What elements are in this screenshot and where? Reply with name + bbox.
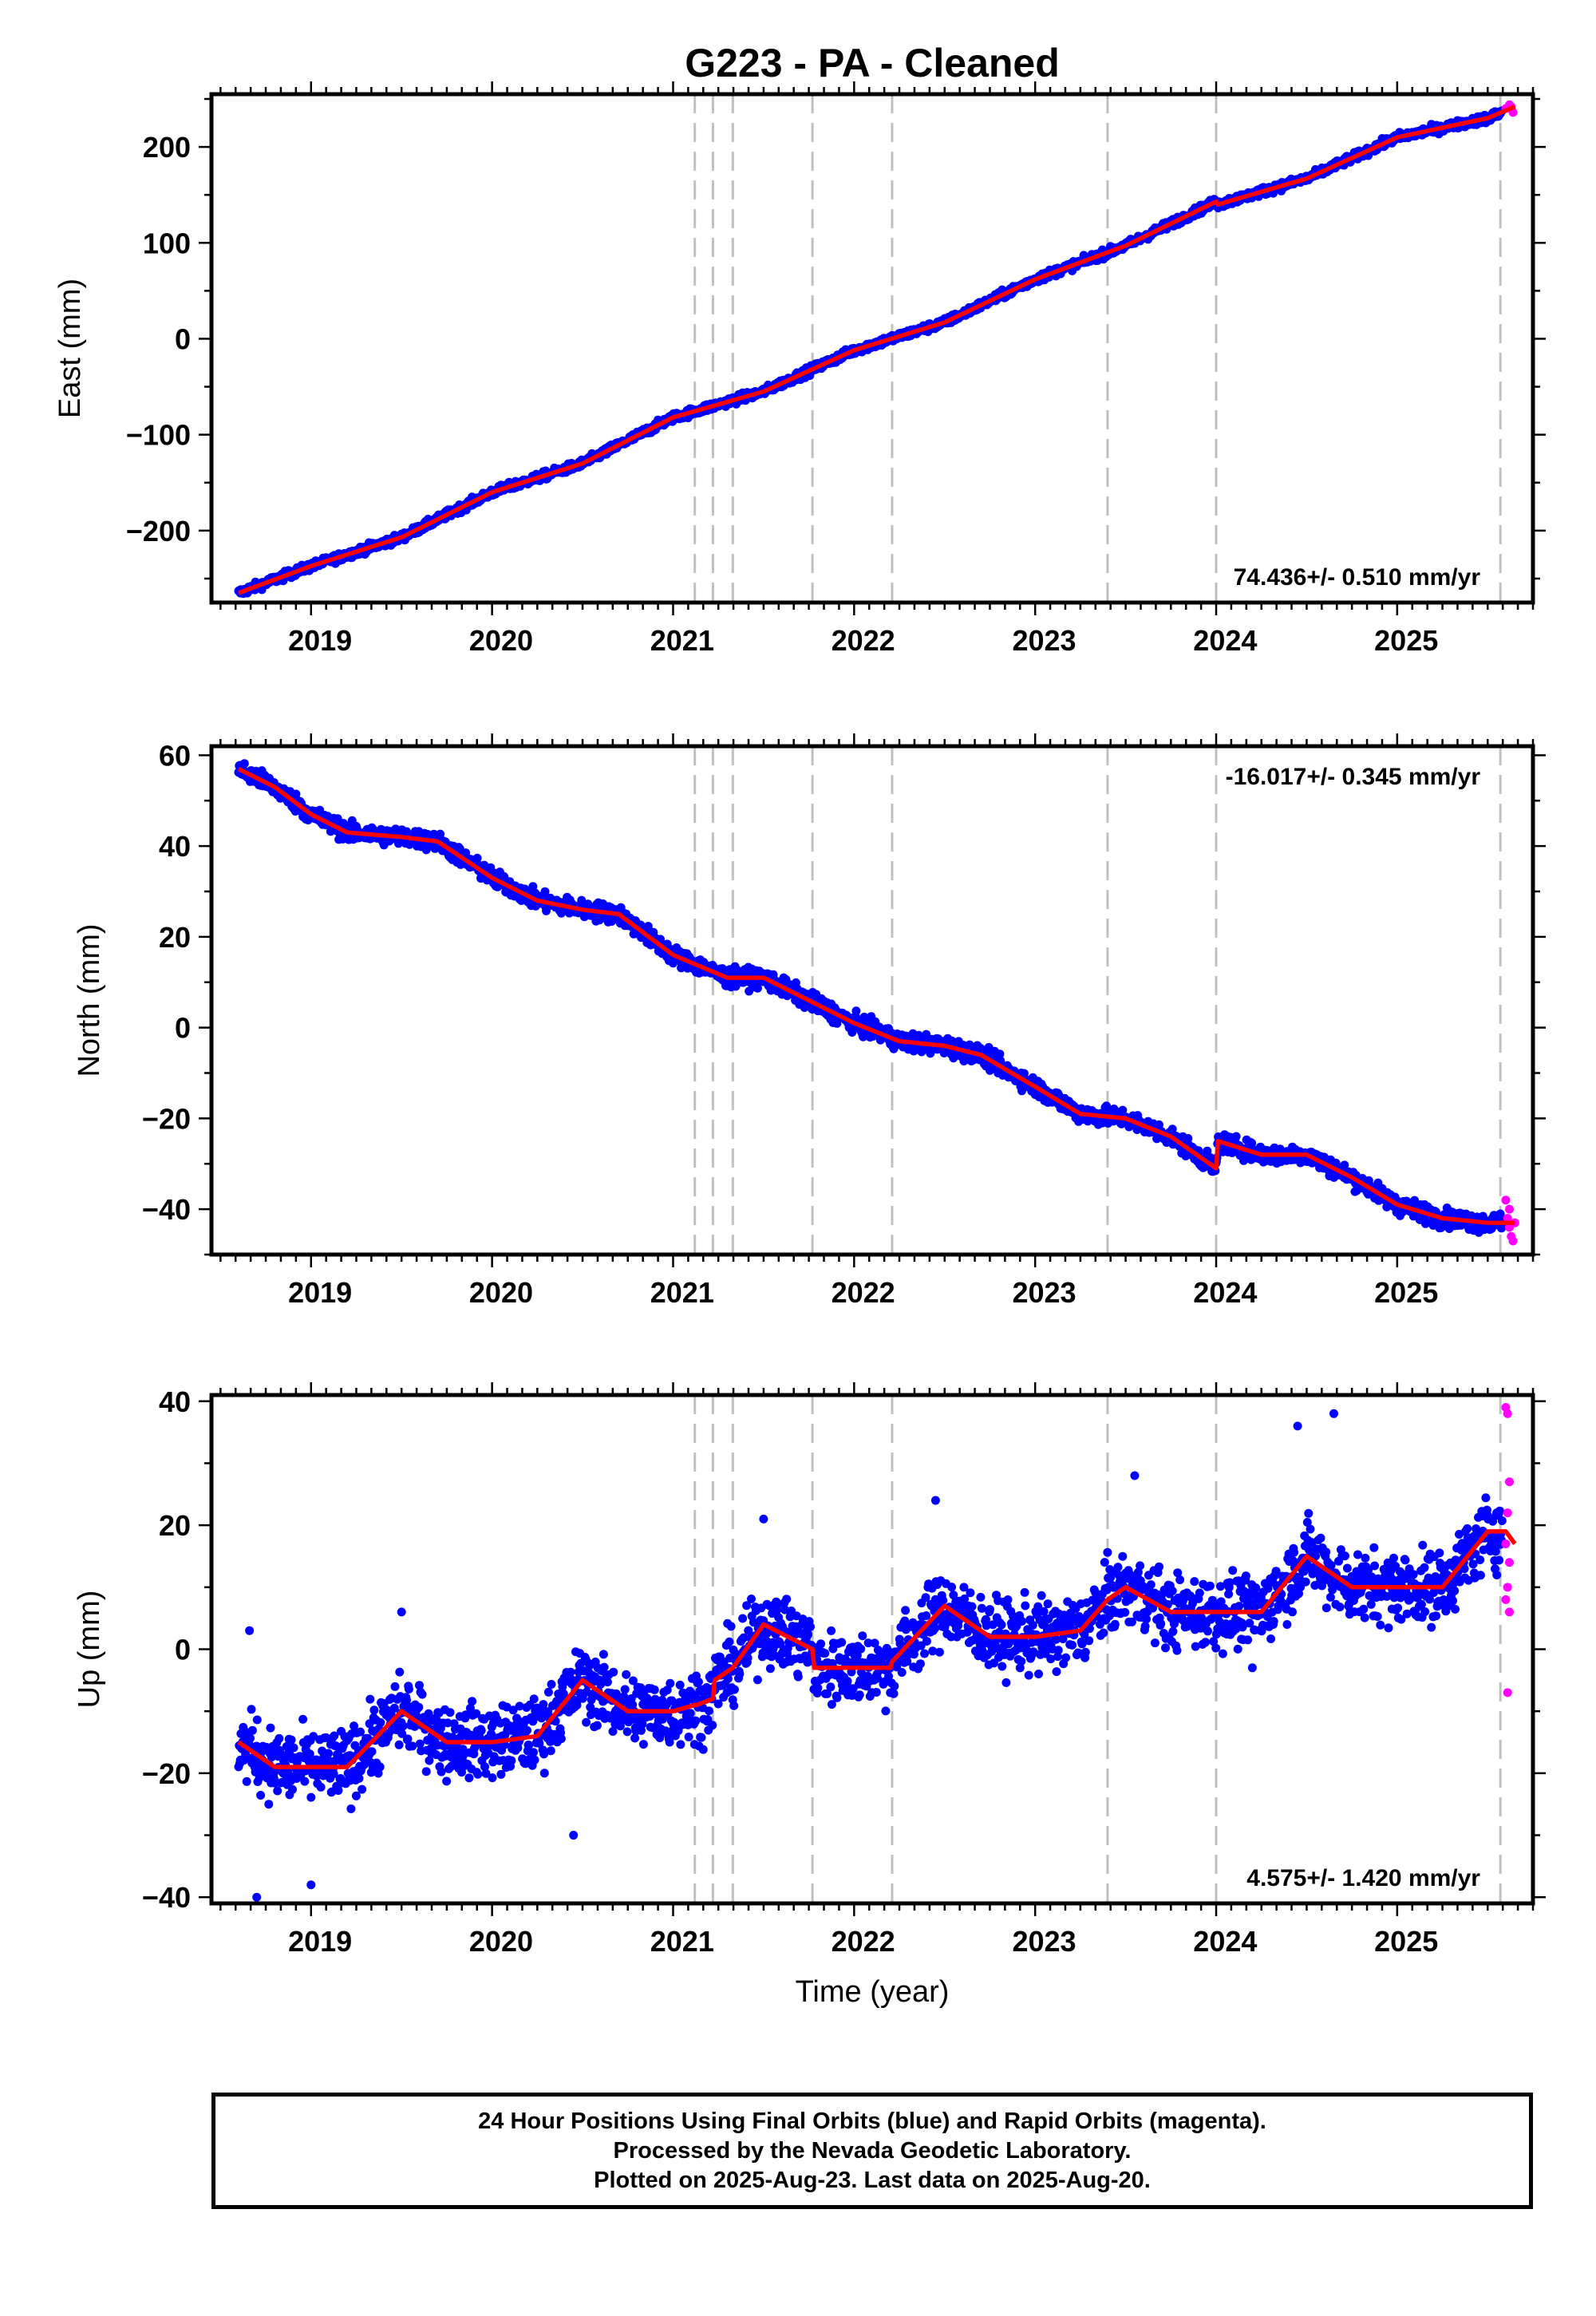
up-point [247,1705,256,1714]
north-x-tick-label: 2021 [650,1276,714,1309]
north-point [1495,1209,1505,1219]
up-panel: 2019 2020 2021 2022 2023 2024 2025−40−2002040U… [73,1382,1546,1958]
east-plot-area [234,94,1518,603]
east-fit-line [238,105,1516,595]
up-point [305,1749,314,1759]
north-x-tick-label: 2019 [288,1276,352,1309]
north-fit-line [237,766,1515,1225]
up-point [256,1791,266,1800]
north-rapid-point [1505,1204,1515,1214]
east-panel: 2019 2020 2021 2022 2023 2024 2025 −200 −100 0 100… [53,81,1546,657]
east-y-tick-label: 200 [143,131,191,164]
north-rapid-point [1501,1196,1511,1205]
north-point [1203,1146,1212,1156]
north-velocity-label: -16.017+/- 0.345 mm/yr [1226,764,1481,790]
east-x-tick-label: 2024 [1193,624,1257,657]
up-point [300,1777,310,1786]
north-rapid-orbit-points [1501,1196,1519,1246]
east-velocity-label: 74.436+/- 0.510 mm/yr [1234,564,1481,591]
north-rapid-point [1508,1236,1518,1246]
north-frame [209,744,1535,1257]
north-x-tick-label: 2023 [1012,1276,1076,1309]
up-point [266,1723,275,1733]
north-point [995,1049,1005,1059]
east-y-tick-label: −100 [126,419,191,452]
north-point [851,1006,861,1016]
up-point [255,1773,264,1782]
north-x-tick-label: 2025 [1374,1276,1438,1309]
north-point [239,759,249,769]
north-point [528,882,538,891]
north-x-tick-label: 2024 [1193,1276,1257,1309]
north-x-tick-label: 2020 [469,1276,533,1309]
up-point [286,1735,296,1745]
up-point [298,1714,308,1724]
north-point [1231,1132,1241,1141]
up-point [247,1725,257,1735]
east-y-tick-label: 0 [175,322,191,355]
up-point [252,1715,262,1725]
east-y-axis-label: East (mm) [53,279,87,418]
north-y-tick-label: 20 [159,921,191,954]
east-x-tick-label: 2025 [1374,624,1438,657]
north-y-tick-label: −40 [142,1193,191,1226]
figure-title: G223 - PA - Cleaned [685,41,1060,85]
north-final-orbit-points [234,759,1507,1237]
up-point [273,1786,282,1796]
east-y-tick-label: 100 [143,227,191,259]
up-point [246,1733,255,1743]
east-x-tick-label: 2020 [469,624,533,657]
north-point [472,853,482,863]
up-point [282,1741,291,1751]
east-x-tick-label: 2022 [832,624,895,657]
north-y-tick-label: 40 [159,830,191,863]
up-point [242,1777,251,1786]
up-point [288,1784,297,1794]
north-y-tick-label: −20 [142,1102,191,1135]
panels: 2019 2020 2021 2022 2023 2024 2025−200−1000100… [53,81,1546,1958]
up-point [267,1753,276,1762]
up-point [264,1800,274,1809]
north-plot-area [234,746,1519,1255]
north-y-tick-label: 60 [159,739,191,772]
north-y-tick-label: 0 [175,1012,191,1045]
north-point [540,887,550,896]
up-point [275,1733,284,1743]
north-y-axis-label: North (mm) [73,923,106,1077]
north-point [1167,1124,1177,1134]
north-x-tick-label: 2022 [832,1276,895,1309]
up-plot-area [234,1395,1517,1903]
up-point [316,1782,326,1792]
up-point [289,1743,298,1753]
north-point [965,1040,974,1049]
east-x-tick-label: 2023 [1012,624,1076,657]
up-point [252,1741,261,1751]
east-x-tick-label: 2019 [288,624,352,657]
up-point [306,1792,316,1802]
east-y-tick-label: −200 [126,515,191,547]
north-point [1364,1176,1373,1185]
east-x-tick-label: 2021 [650,624,714,657]
up-final-orbit-points [234,1409,1507,1902]
north-panel: 2019 2020 2021 2022 2023 2024 2025 −40 −20 0 20 40 6… [73,733,1546,1309]
east-frame [209,92,1535,605]
north-rapid-point [1503,1214,1512,1223]
